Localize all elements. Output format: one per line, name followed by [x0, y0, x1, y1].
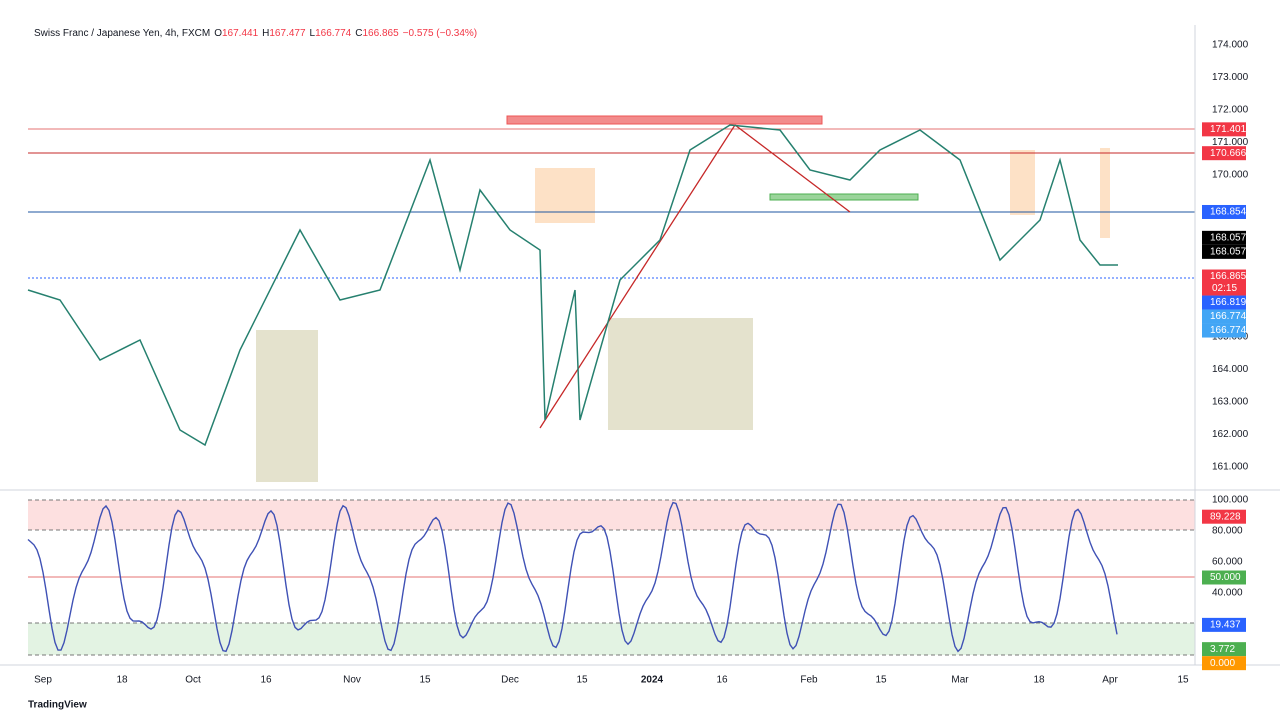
osc-label: 60.000	[1212, 557, 1243, 568]
price-badge-text: 3.772	[1210, 644, 1235, 655]
price-badge	[1202, 570, 1246, 585]
zone	[1010, 150, 1035, 215]
price-badge	[1202, 295, 1246, 310]
price-badge	[1202, 323, 1246, 338]
price-badge	[1202, 656, 1246, 671]
price-badge-text: 171.401	[1210, 124, 1247, 135]
price-label: 161.000	[1212, 461, 1249, 472]
osc-label: 100.000	[1212, 495, 1249, 506]
price-badge-text: 166.819	[1210, 297, 1247, 308]
zone	[256, 330, 318, 482]
price-label: 163.000	[1212, 397, 1249, 408]
price-badge	[1202, 230, 1246, 245]
countdown: 02:15	[1212, 283, 1237, 294]
price-badge	[1202, 146, 1246, 161]
time-label: Feb	[800, 675, 818, 686]
price-label: 170.000	[1212, 169, 1249, 180]
price-label: 174.000	[1212, 40, 1249, 51]
price-badge-text: 19.437	[1210, 620, 1241, 631]
price-badge-text: 166.774	[1210, 325, 1247, 336]
price-badge-text: 170.666	[1210, 148, 1247, 159]
overbought-zone	[28, 500, 1195, 530]
header: Swiss Franc / Japanese Yen, 4h, FXCM O167…	[34, 28, 477, 39]
price-badge-text: 50.000	[1210, 572, 1241, 583]
time-label: Apr	[1102, 675, 1118, 686]
price-label: 164.000	[1212, 364, 1249, 375]
support-box	[769, 193, 919, 201]
price-label: 171.000	[1212, 137, 1249, 148]
price-badge	[1202, 244, 1246, 259]
time-label: 16	[716, 675, 728, 686]
price-label: 172.000	[1212, 105, 1249, 116]
price-badge	[1202, 204, 1246, 219]
price-badge	[1202, 642, 1246, 657]
time-label: 15	[1177, 675, 1189, 686]
osc-label: 80.000	[1212, 526, 1243, 537]
zone	[1100, 148, 1110, 238]
price-badge-text: 168.854	[1210, 207, 1247, 218]
time-label: Sep	[34, 675, 52, 686]
time-label: 15	[875, 675, 887, 686]
trend-line	[734, 124, 851, 213]
price-badge	[1202, 309, 1246, 324]
price-label: 173.000	[1212, 72, 1249, 83]
price-badge-text: 168.057	[1210, 232, 1247, 243]
price-badge	[1202, 269, 1246, 296]
price-badge-text: 166.865	[1210, 271, 1247, 282]
time-label: Mar	[951, 675, 969, 686]
time-label: 18	[1033, 675, 1045, 686]
time-label: Oct	[185, 675, 201, 686]
price-badge-text: 89.228	[1210, 511, 1241, 522]
price-badge	[1202, 509, 1246, 524]
price-badge-text: 0.000	[1210, 658, 1235, 669]
osc-label: 40.000	[1212, 588, 1243, 599]
trend-line	[539, 124, 736, 429]
time-label: Dec	[501, 675, 519, 686]
price-badge	[1202, 122, 1246, 137]
price-path	[27, 124, 1118, 447]
price-badge-text: 168.057	[1210, 246, 1247, 257]
oscillator-line	[27, 501, 1118, 653]
price-badge-text: 166.774	[1210, 311, 1247, 322]
footer-brand: TradingView	[28, 700, 87, 711]
zone	[608, 318, 753, 430]
zone	[535, 168, 595, 223]
price-badge	[1202, 617, 1246, 632]
time-label: 18	[116, 675, 128, 686]
time-label: Nov	[343, 675, 361, 686]
time-label: 16	[260, 675, 272, 686]
time-label: 15	[419, 675, 431, 686]
time-label: 2024	[641, 675, 664, 686]
resistance-box	[506, 115, 823, 125]
price-label: 162.000	[1212, 429, 1249, 440]
time-label: 15	[576, 675, 588, 686]
oversold-zone	[28, 623, 1195, 655]
